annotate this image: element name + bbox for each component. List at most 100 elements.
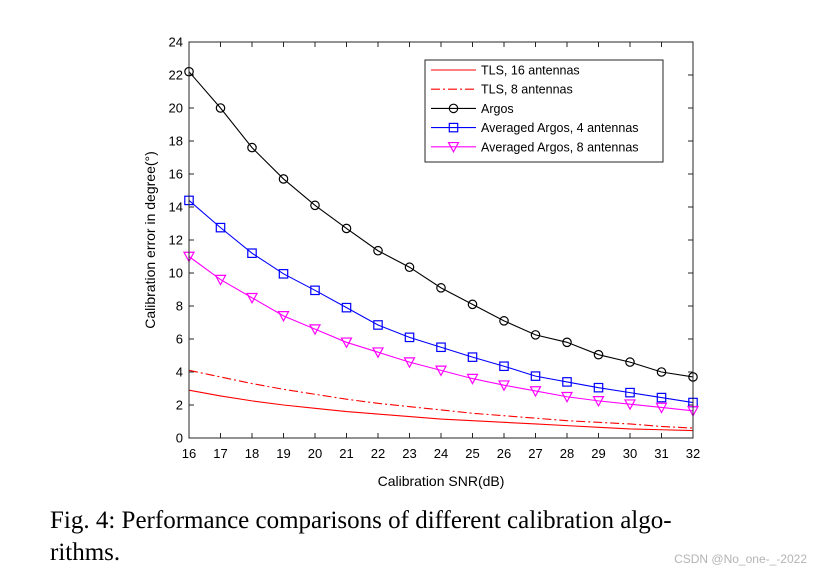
series-line-4	[188, 199, 694, 404]
y-axis-title: Calibration error in degree(°)	[142, 151, 158, 329]
data-point-s5-23	[403, 357, 416, 369]
data-point-s4-28	[562, 377, 572, 387]
series-line-1	[188, 389, 694, 432]
x-tick-label-24: 24	[434, 446, 448, 461]
x-tick-label-17: 17	[213, 446, 227, 461]
y-tick-label-18: 18	[169, 134, 183, 149]
legend-label-5: Averaged Argos, 8 antennas	[481, 140, 639, 154]
data-point-s3-24	[436, 283, 446, 293]
series-line-3	[188, 71, 694, 378]
x-tick-label-18: 18	[245, 446, 259, 461]
series-2	[188, 369, 694, 429]
data-point-s3-17	[215, 103, 226, 113]
data-point-s5-27	[529, 386, 542, 398]
data-point-s4-23	[404, 332, 415, 343]
data-point-s4-30	[625, 387, 635, 398]
data-point-s4-27	[530, 371, 541, 381]
legend-label-2: TLS, 8 antennas	[481, 83, 573, 97]
x-tick-label-30: 30	[623, 446, 637, 461]
data-point-s5-28	[560, 391, 574, 404]
plot-frame	[188, 41, 694, 439]
data-point-s5-30	[623, 399, 637, 411]
x-tick-label-22: 22	[371, 446, 385, 461]
caption-line-2: rithms.	[50, 539, 121, 566]
x-tick-label-25: 25	[465, 446, 479, 461]
x-tick-label-31: 31	[654, 446, 668, 461]
data-point-s5-19	[277, 311, 290, 323]
legend-swatch-marker-4	[448, 122, 459, 133]
legend-label-4: Averaged Argos, 4 antennas	[481, 121, 639, 135]
figure-caption: Fig. 4: Performance comparisons of diffe…	[50, 505, 810, 569]
y-tick-label-6: 6	[176, 332, 183, 347]
legend-label-3: Argos	[481, 102, 514, 116]
data-point-s3-19	[278, 174, 289, 184]
x-tick-label-32: 32	[686, 446, 700, 461]
data-point-s4-21	[341, 302, 352, 313]
data-point-s3-31	[656, 367, 667, 377]
data-point-s4-18	[247, 248, 257, 258]
y-tick-label-0: 0	[176, 431, 183, 446]
legend-entry-3: Argos	[431, 102, 514, 116]
series-line-2	[188, 369, 694, 429]
series-layer	[182, 66, 700, 432]
legend-entry-5: Averaged Argos, 8 antennas	[431, 140, 639, 154]
series-line-5	[188, 256, 694, 412]
data-point-s4-26	[499, 361, 509, 372]
data-point-s4-20	[310, 285, 320, 296]
legend-entry-2: TLS, 8 antennas	[431, 83, 573, 97]
legend-box	[424, 59, 664, 163]
y-tick-label-10: 10	[169, 266, 183, 281]
x-axis-ticks: 16 17 18 19 20 21 22 23 24 25 26 27 28 29 30 31 32	[182, 42, 700, 461]
legend-swatch-marker-5	[447, 141, 460, 154]
data-point-s5-25	[466, 373, 479, 385]
data-point-s3-29	[593, 349, 604, 360]
legend-label-1: TLS, 16 antennas	[481, 64, 580, 78]
data-point-s5-22	[371, 347, 385, 359]
data-point-s5-31	[655, 402, 668, 414]
x-tick-label-27: 27	[528, 446, 542, 461]
y-tick-label-2: 2	[176, 398, 183, 413]
data-point-s3-22	[373, 245, 383, 256]
data-point-s5-18	[245, 292, 259, 305]
data-point-s3-23	[404, 262, 415, 273]
data-point-s4-25	[467, 352, 478, 362]
data-point-s3-21	[341, 223, 352, 234]
data-point-s4-29	[593, 382, 604, 393]
data-point-s3-26	[499, 316, 509, 326]
y-tick-label-8: 8	[176, 299, 183, 314]
y-tick-label-12: 12	[169, 233, 183, 248]
legend: TLS, 16 antennas TLS, 8 antennas Argos Aver…	[424, 59, 664, 163]
data-point-s5-17	[214, 274, 227, 286]
y-tick-label-4: 4	[176, 365, 183, 380]
y-tick-label-24: 24	[169, 35, 183, 50]
data-point-s5-20	[308, 324, 322, 336]
series-1	[188, 389, 694, 432]
legend-entry-1: TLS, 16 antennas	[431, 64, 580, 78]
data-point-s5-29	[592, 396, 605, 408]
y-tick-label-16: 16	[169, 167, 183, 182]
x-axis-title: Calibration SNR(dB)	[378, 473, 505, 489]
series-4	[184, 195, 698, 408]
legend-swatch-marker-3	[448, 103, 459, 114]
data-point-s3-18	[247, 142, 257, 153]
x-tick-label-23: 23	[402, 446, 416, 461]
caption-line-1: Fig. 4: Performance comparisons of diffe…	[50, 507, 672, 534]
watermark: CSDN @No_one-_-2022	[674, 552, 807, 566]
data-point-s3-25	[467, 299, 478, 310]
x-tick-label-21: 21	[339, 446, 353, 461]
y-tick-label-14: 14	[169, 200, 183, 215]
legend-entry-4: Averaged Argos, 4 antennas	[431, 121, 639, 135]
data-point-s3-28	[562, 337, 572, 348]
data-point-s4-17	[215, 222, 226, 233]
data-point-s3-20	[310, 200, 320, 211]
series-5	[182, 251, 700, 418]
data-point-s4-19	[278, 269, 289, 279]
y-tick-label-20: 20	[169, 101, 183, 116]
x-tick-label-20: 20	[308, 446, 322, 461]
data-point-s3-30	[625, 357, 635, 367]
data-point-s5-21	[340, 337, 353, 349]
data-point-s5-26	[497, 380, 511, 392]
data-point-s4-24	[436, 342, 446, 353]
